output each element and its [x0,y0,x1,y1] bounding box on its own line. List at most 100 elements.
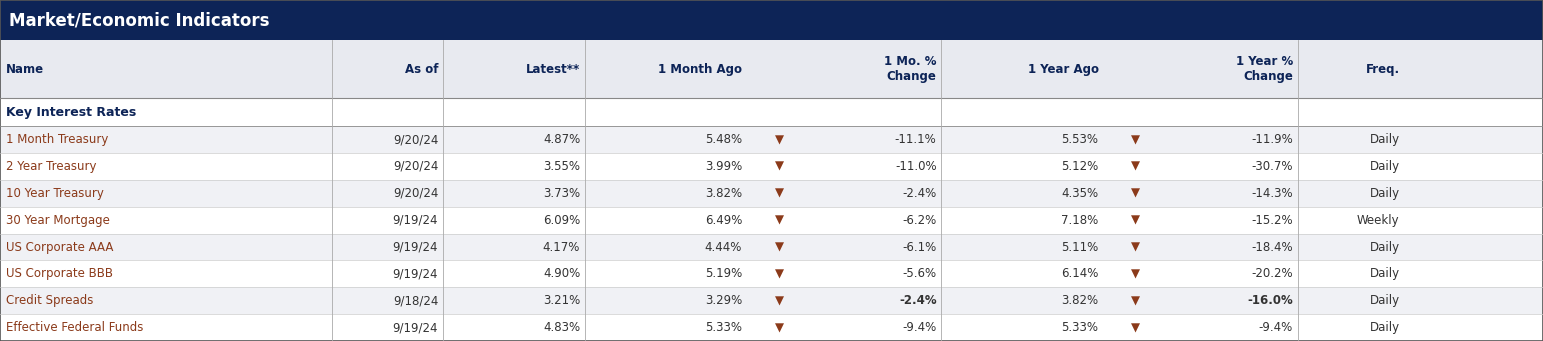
Text: 2 Year Treasury: 2 Year Treasury [6,160,97,173]
Text: 3.73%: 3.73% [543,187,580,200]
FancyBboxPatch shape [0,98,1543,126]
Text: -6.2%: -6.2% [903,214,937,227]
Text: 5.19%: 5.19% [705,267,742,280]
Text: Daily: Daily [1369,187,1400,200]
FancyBboxPatch shape [0,0,1543,40]
Text: ▼: ▼ [775,267,784,280]
Text: 6.14%: 6.14% [1062,267,1099,280]
Text: -16.0%: -16.0% [1247,294,1293,307]
Text: 10 Year Treasury: 10 Year Treasury [6,187,103,200]
Text: ▼: ▼ [1131,160,1140,173]
Text: Daily: Daily [1369,321,1400,334]
Text: Daily: Daily [1369,267,1400,280]
Text: Key Interest Rates: Key Interest Rates [6,106,136,119]
Text: ▼: ▼ [1131,321,1140,334]
Text: 1 Mo. %
Change: 1 Mo. % Change [884,55,937,83]
Text: -20.2%: -20.2% [1251,267,1293,280]
Text: 9/20/24: 9/20/24 [393,133,438,146]
Text: 9/19/24: 9/19/24 [393,240,438,253]
Text: 5.11%: 5.11% [1062,240,1099,253]
Text: 9/19/24: 9/19/24 [393,214,438,227]
Text: Weekly: Weekly [1356,214,1400,227]
Text: Market/Economic Indicators: Market/Economic Indicators [9,11,270,29]
Text: -18.4%: -18.4% [1251,240,1293,253]
FancyBboxPatch shape [0,207,1543,234]
Text: 1 Year Ago: 1 Year Ago [1028,63,1099,76]
Text: Daily: Daily [1369,294,1400,307]
Text: 3.29%: 3.29% [705,294,742,307]
Text: -11.1%: -11.1% [895,133,937,146]
Text: ▼: ▼ [775,294,784,307]
Text: ▼: ▼ [1131,133,1140,146]
Text: -14.3%: -14.3% [1251,187,1293,200]
Text: ▼: ▼ [1131,240,1140,253]
Text: -5.6%: -5.6% [903,267,937,280]
Text: Daily: Daily [1369,160,1400,173]
Text: 4.87%: 4.87% [543,133,580,146]
Text: ▼: ▼ [1131,267,1140,280]
Text: ▼: ▼ [775,133,784,146]
Text: 3.82%: 3.82% [1062,294,1099,307]
Text: 4.90%: 4.90% [543,267,580,280]
Text: 1 Month Treasury: 1 Month Treasury [6,133,108,146]
Text: 4.17%: 4.17% [543,240,580,253]
Text: 5.33%: 5.33% [705,321,742,334]
Text: 4.35%: 4.35% [1062,187,1099,200]
Text: 6.49%: 6.49% [705,214,742,227]
Text: ▼: ▼ [1131,214,1140,227]
Text: -9.4%: -9.4% [903,321,937,334]
Text: Daily: Daily [1369,240,1400,253]
Text: ▼: ▼ [1131,294,1140,307]
Text: 3.21%: 3.21% [543,294,580,307]
Text: Daily: Daily [1369,133,1400,146]
Text: 9/18/24: 9/18/24 [393,294,438,307]
FancyBboxPatch shape [0,40,1543,98]
FancyBboxPatch shape [0,234,1543,261]
FancyBboxPatch shape [0,180,1543,207]
Text: 3.82%: 3.82% [705,187,742,200]
Text: Freq.: Freq. [1366,63,1400,76]
Text: -11.9%: -11.9% [1251,133,1293,146]
Text: US Corporate AAA: US Corporate AAA [6,240,114,253]
Text: 7.18%: 7.18% [1062,214,1099,227]
Text: 30 Year Mortgage: 30 Year Mortgage [6,214,110,227]
Text: 5.53%: 5.53% [1062,133,1099,146]
Text: 4.83%: 4.83% [543,321,580,334]
Text: 3.55%: 3.55% [543,160,580,173]
Text: Latest**: Latest** [526,63,580,76]
Text: ▼: ▼ [775,214,784,227]
Text: Credit Spreads: Credit Spreads [6,294,94,307]
Text: As of: As of [404,63,438,76]
Text: -11.0%: -11.0% [895,160,937,173]
Text: -2.4%: -2.4% [903,187,937,200]
Text: Name: Name [6,63,45,76]
Text: 4.44%: 4.44% [705,240,742,253]
FancyBboxPatch shape [0,153,1543,180]
FancyBboxPatch shape [0,261,1543,287]
FancyBboxPatch shape [0,287,1543,314]
Text: 1 Month Ago: 1 Month Ago [659,63,742,76]
FancyBboxPatch shape [0,126,1543,153]
Text: 5.48%: 5.48% [705,133,742,146]
Text: -30.7%: -30.7% [1251,160,1293,173]
Text: ▼: ▼ [775,240,784,253]
Text: 5.33%: 5.33% [1062,321,1099,334]
Text: -2.4%: -2.4% [900,294,937,307]
Text: -15.2%: -15.2% [1251,214,1293,227]
Text: ▼: ▼ [1131,187,1140,200]
Text: 9/20/24: 9/20/24 [393,187,438,200]
Text: 9/19/24: 9/19/24 [393,267,438,280]
Text: -6.1%: -6.1% [903,240,937,253]
Text: -9.4%: -9.4% [1259,321,1293,334]
Text: 9/20/24: 9/20/24 [393,160,438,173]
Text: 6.09%: 6.09% [543,214,580,227]
Text: 3.99%: 3.99% [705,160,742,173]
FancyBboxPatch shape [0,314,1543,341]
Text: 1 Year %
Change: 1 Year % Change [1236,55,1293,83]
Text: US Corporate BBB: US Corporate BBB [6,267,113,280]
Text: 9/19/24: 9/19/24 [393,321,438,334]
Text: 5.12%: 5.12% [1062,160,1099,173]
Text: ▼: ▼ [775,187,784,200]
Text: ▼: ▼ [775,321,784,334]
Text: ▼: ▼ [775,160,784,173]
